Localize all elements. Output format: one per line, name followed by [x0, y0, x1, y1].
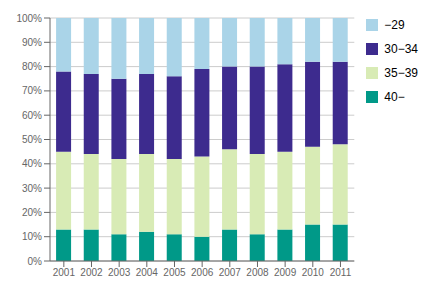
svg-text:100%: 100%: [16, 13, 42, 24]
svg-text:30%: 30%: [22, 183, 42, 194]
svg-text:2003: 2003: [108, 267, 131, 278]
html-text:−29: −29: [384, 18, 405, 32]
svg-text:2008: 2008: [246, 267, 269, 278]
svg-text:20%: 20%: [22, 207, 42, 218]
svg-text:2007: 2007: [219, 267, 242, 278]
svg-text:2005: 2005: [163, 267, 186, 278]
svg-text:40%: 40%: [22, 158, 42, 169]
html-text:30−34: 30−34: [384, 42, 418, 56]
svg-text:50%: 50%: [22, 134, 42, 145]
html-text:40−: 40−: [384, 90, 405, 104]
svg-text:2006: 2006: [191, 267, 214, 278]
svg-text:2004: 2004: [136, 267, 159, 278]
svg-text:2010: 2010: [302, 267, 325, 278]
svg-text:2011: 2011: [330, 267, 352, 278]
svg-text:2002: 2002: [80, 267, 103, 278]
html-text:35−39: 35−39: [384, 66, 418, 80]
svg-text:2001: 2001: [53, 267, 76, 278]
svg-text:2009: 2009: [274, 267, 297, 278]
svg-text:10%: 10%: [22, 231, 42, 242]
svg-text:0%: 0%: [28, 256, 43, 267]
svg-text:60%: 60%: [22, 110, 42, 121]
svg-text:70%: 70%: [22, 85, 42, 96]
svg-text:80%: 80%: [22, 61, 42, 72]
svg-text:90%: 90%: [22, 37, 42, 48]
